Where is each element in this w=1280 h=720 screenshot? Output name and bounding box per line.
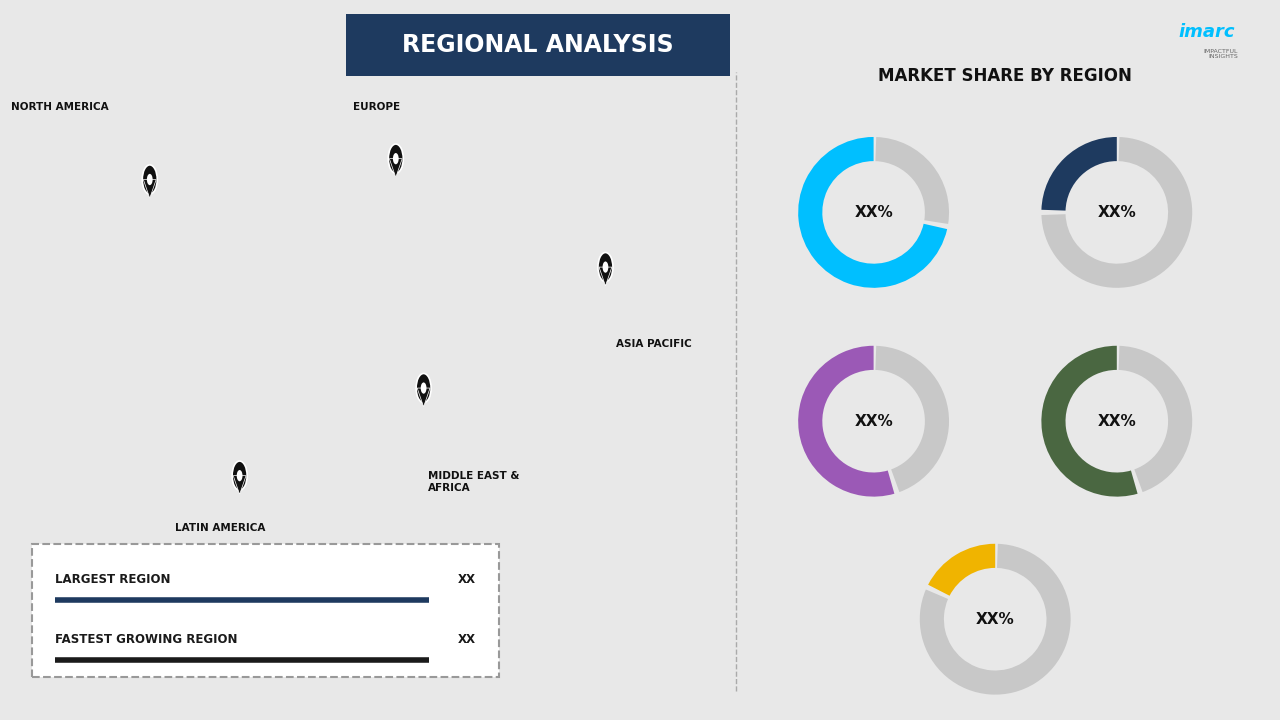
Text: imarc: imarc xyxy=(1179,23,1235,41)
Text: XX: XX xyxy=(458,633,476,646)
Wedge shape xyxy=(799,137,947,288)
Wedge shape xyxy=(1042,137,1192,288)
Circle shape xyxy=(421,382,426,394)
Wedge shape xyxy=(1119,346,1192,492)
Polygon shape xyxy=(417,388,430,407)
Text: XX: XX xyxy=(458,573,476,586)
Circle shape xyxy=(237,470,242,481)
Circle shape xyxy=(598,253,613,282)
Text: NORTH AMERICA: NORTH AMERICA xyxy=(10,102,109,112)
Text: MARKET SHARE BY REGION: MARKET SHARE BY REGION xyxy=(878,67,1132,85)
FancyBboxPatch shape xyxy=(346,14,730,76)
FancyBboxPatch shape xyxy=(32,544,499,677)
Text: MIDDLE EAST &
AFRICA: MIDDLE EAST & AFRICA xyxy=(428,471,520,492)
Text: XX%: XX% xyxy=(854,205,893,220)
Polygon shape xyxy=(143,179,156,198)
Text: LATIN AMERICA: LATIN AMERICA xyxy=(175,523,266,533)
Wedge shape xyxy=(1042,137,1117,211)
Circle shape xyxy=(393,153,398,164)
Polygon shape xyxy=(599,267,612,286)
Circle shape xyxy=(147,174,152,185)
Text: LARGEST REGION: LARGEST REGION xyxy=(55,573,170,586)
Text: XX%: XX% xyxy=(1097,205,1137,220)
Text: IMPACTFUL
INSIGHTS: IMPACTFUL INSIGHTS xyxy=(1203,49,1238,59)
Wedge shape xyxy=(876,137,948,224)
Text: FASTEST GROWING REGION: FASTEST GROWING REGION xyxy=(55,633,238,646)
Wedge shape xyxy=(799,346,895,497)
Text: XX%: XX% xyxy=(854,414,893,428)
Wedge shape xyxy=(876,346,948,492)
Circle shape xyxy=(142,165,157,194)
Text: XX%: XX% xyxy=(1097,414,1137,428)
Wedge shape xyxy=(920,544,1070,695)
Circle shape xyxy=(416,374,431,402)
Text: EUROPE: EUROPE xyxy=(353,102,401,112)
Text: ASIA PACIFIC: ASIA PACIFIC xyxy=(616,339,692,349)
Circle shape xyxy=(388,144,403,174)
Wedge shape xyxy=(928,544,996,595)
Text: REGIONAL ANALYSIS: REGIONAL ANALYSIS xyxy=(402,33,673,57)
Polygon shape xyxy=(233,476,246,495)
Polygon shape xyxy=(389,158,402,177)
Circle shape xyxy=(603,261,608,273)
Wedge shape xyxy=(1042,346,1138,497)
Text: XX%: XX% xyxy=(975,612,1015,626)
Circle shape xyxy=(232,461,247,490)
